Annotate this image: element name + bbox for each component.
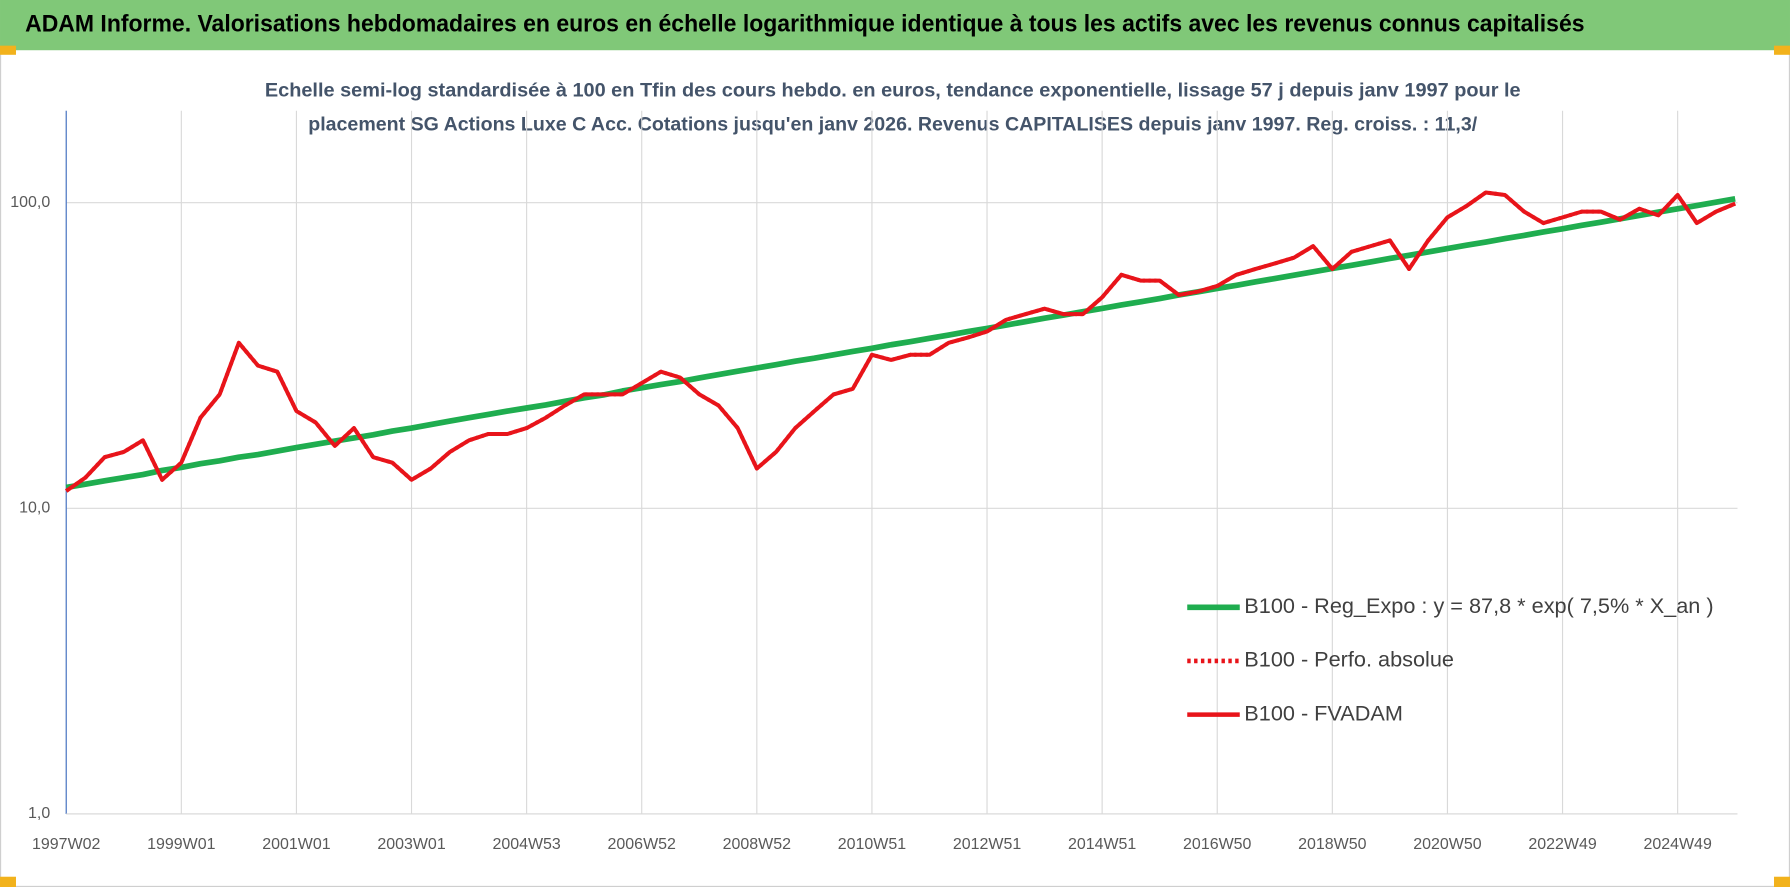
x-tick-label: 1999W01 bbox=[147, 836, 215, 853]
legend-label: B100 - FVADAM bbox=[1244, 700, 1403, 725]
x-tick-label: 2022W49 bbox=[1528, 836, 1596, 853]
chart-title: placement SG Actions Luxe C Acc. Cotatio… bbox=[308, 114, 1478, 136]
page-title: ADAM Informe. Valorisations hebdomadaire… bbox=[25, 10, 1584, 37]
y-tick-label: 10,0 bbox=[19, 500, 50, 517]
x-tick-label: 2004W53 bbox=[492, 836, 560, 853]
x-tick-label: 2020W50 bbox=[1413, 836, 1481, 853]
corner-mark bbox=[0, 876, 16, 887]
x-tick-label: 2024W49 bbox=[1643, 836, 1711, 853]
x-tick-label: 2014W51 bbox=[1068, 836, 1136, 853]
x-tick-label: 2008W52 bbox=[723, 836, 791, 853]
x-tick-label: 2001W01 bbox=[262, 836, 330, 853]
x-tick-label: 2018W50 bbox=[1298, 836, 1366, 853]
corner-mark bbox=[1774, 45, 1790, 55]
chart-title: Echelle semi-log standardisée à 100 en T… bbox=[265, 79, 1521, 101]
y-tick-label: 1,0 bbox=[28, 805, 50, 822]
x-tick-label: 2016W50 bbox=[1183, 836, 1251, 853]
y-tick-label: 100,0 bbox=[10, 194, 50, 211]
plot-area: 1,0 10,0 100,0 1997W02 1999W01 2001W01 2003W01… bbox=[10, 110, 1738, 853]
x-tick-label: 2010W51 bbox=[838, 836, 906, 853]
x-tick-label: 2006W52 bbox=[608, 836, 676, 853]
x-tick-label: 2012W51 bbox=[953, 836, 1021, 853]
corner-mark bbox=[1774, 876, 1790, 887]
header-bar bbox=[0, 0, 1790, 51]
series-line bbox=[65, 190, 1736, 493]
x-tick-label: 2003W01 bbox=[377, 836, 445, 853]
x-tick-label: 1997W02 bbox=[32, 836, 100, 853]
legend-label: B100 - Reg_Expo : y = 87,8 * exp( 7,5% *… bbox=[1244, 593, 1713, 618]
legend-label: B100 - Perfo. absolue bbox=[1244, 647, 1454, 672]
corner-mark bbox=[0, 45, 16, 55]
